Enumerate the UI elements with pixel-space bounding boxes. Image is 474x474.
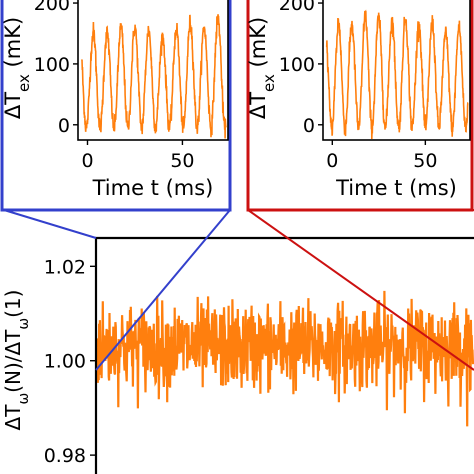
inset-data-line <box>81 14 227 139</box>
inset-left-plot: 0 100 200 0 50 Time t (ms) ΔTex (mK) <box>0 0 232 212</box>
inset-frame <box>0 0 232 212</box>
connector-left-inner <box>95 209 231 371</box>
x-axis-label: Time t (ms) <box>92 176 214 200</box>
y-tick-label: 200 <box>34 0 70 15</box>
y-tick-label: 0.98 <box>44 445 86 467</box>
x-tick-label: 50 <box>170 150 194 172</box>
main-plot: 0.98 1.00 1.02 ΔTω(N)/ΔTω(1) <box>1 236 474 474</box>
y-tick-label: 100 <box>279 54 315 76</box>
y-axis-label: ΔTω(N)/ΔTω(1) <box>1 290 32 431</box>
x-tick-label: 50 <box>413 150 437 172</box>
x-tick-label: 0 <box>81 150 93 172</box>
y-tick-label: 1.02 <box>44 256 86 278</box>
connector-left-outer <box>3 209 97 239</box>
y-tick-label: 0 <box>303 115 315 137</box>
y-tick-label: 100 <box>34 54 70 76</box>
y-tick-label: 0 <box>58 115 70 137</box>
x-tick-label: 0 <box>326 150 338 172</box>
x-axis-label: Time t (ms) <box>335 176 457 200</box>
main-data-line <box>95 290 474 427</box>
inset-right-plot: 0 100 200 0 50 Time t (ms) ΔTex (mK) <box>246 0 474 212</box>
y-axis-label: ΔTex (mK) <box>246 17 278 119</box>
y-tick-label: 1.00 <box>44 351 86 373</box>
y-axis-label: ΔTex (mK) <box>1 17 33 119</box>
inset-frame <box>246 0 474 212</box>
inset-axes-frame <box>77 0 229 141</box>
connector-right-inner <box>247 209 474 371</box>
inset-data-line <box>325 9 469 140</box>
inset-axes-frame <box>322 0 471 141</box>
y-tick-label: 200 <box>279 0 315 15</box>
